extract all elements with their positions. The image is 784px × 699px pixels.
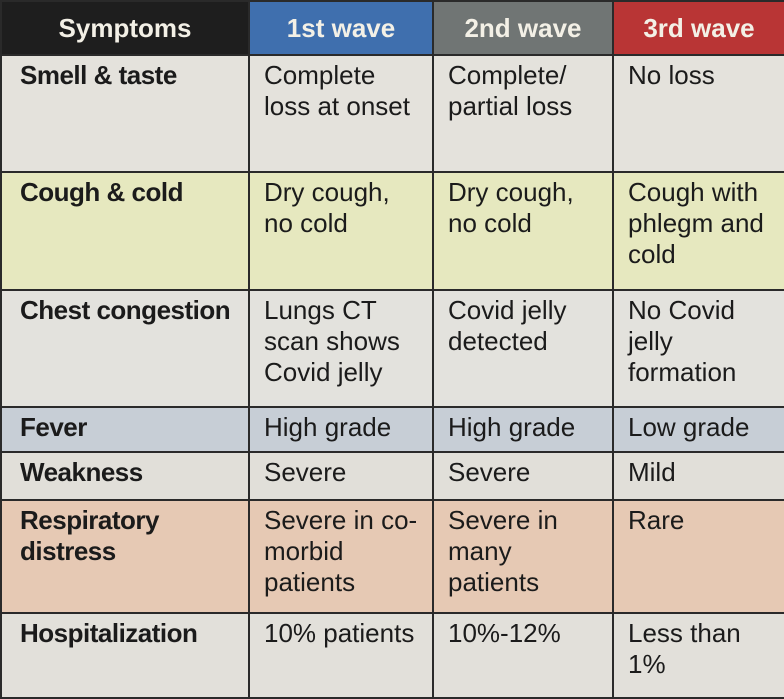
table-cell: Less than 1% (612, 612, 784, 699)
table-cell: No Covid jelly formation (612, 289, 784, 408)
table-cell: Dry cough, no cold (432, 171, 614, 291)
table-cell: Rare (612, 499, 784, 614)
header-row: Symptoms 1st wave 2nd wave 3rd wave (0, 0, 784, 56)
table-row: Cough & cold Dry cough, no cold Dry cough,… (0, 171, 784, 291)
table-cell: Severe (432, 451, 614, 501)
column-header: 1st wave (248, 0, 434, 56)
table-row: Hospitalization 10% patients 10%-12% Less t… (0, 612, 784, 699)
table-cell: Mild (612, 451, 784, 501)
table-cell: Complete/ partial loss (432, 54, 614, 173)
row-label: Hospitalization (0, 612, 250, 699)
table-cell: Low grade (612, 406, 784, 453)
table-row: Chest congestion Lungs CT scan shows Covi… (0, 289, 784, 408)
table-row: Respiratory distress Severe in co-morbid … (0, 499, 784, 614)
row-label: Fever (0, 406, 250, 453)
table-cell: High grade (432, 406, 614, 453)
table-cell: High grade (248, 406, 434, 453)
table-cell: Severe in many patients (432, 499, 614, 614)
table-cell: No loss (612, 54, 784, 173)
table-cell: Cough with phlegm and cold (612, 171, 784, 291)
row-label: Respiratory distress (0, 499, 250, 614)
table-row: Fever High grade High grade Low grade (0, 406, 784, 453)
row-label: Cough & cold (0, 171, 250, 291)
table-body: Smell & taste Complete loss at onset Compl… (0, 54, 784, 699)
table-cell: Lungs CT scan shows Covid jelly (248, 289, 434, 408)
column-header: Symptoms (0, 0, 250, 56)
row-label: Chest congestion (0, 289, 250, 408)
table-row: Smell & taste Complete loss at onset Compl… (0, 54, 784, 173)
row-label: Smell & taste (0, 54, 250, 173)
table-cell: Severe (248, 451, 434, 501)
table-cell: Dry cough, no cold (248, 171, 434, 291)
table-cell: 10% patients (248, 612, 434, 699)
table-cell: Complete loss at onset (248, 54, 434, 173)
table-cell: Covid jelly detected (432, 289, 614, 408)
table-cell: 10%-12% (432, 612, 614, 699)
column-header: 3rd wave (612, 0, 784, 56)
row-label: Weakness (0, 451, 250, 501)
table-row: Weakness Severe Severe Mild (0, 451, 784, 501)
table-cell: Severe in co-morbid patients (248, 499, 434, 614)
column-header: 2nd wave (432, 0, 614, 56)
